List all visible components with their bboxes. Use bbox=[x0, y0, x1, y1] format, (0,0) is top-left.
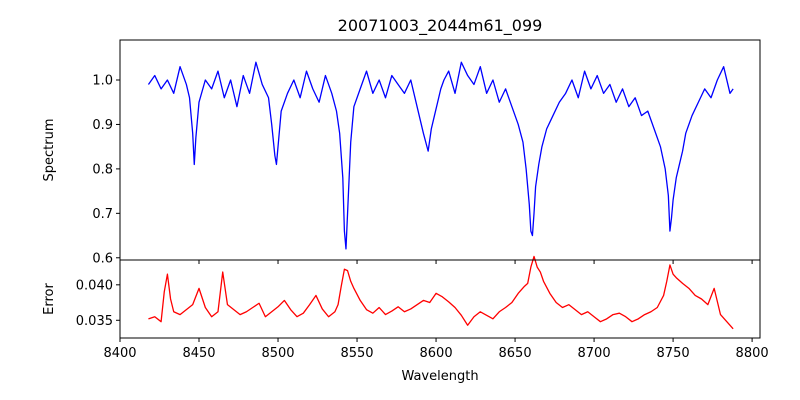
spectrum-series-line bbox=[147, 61, 734, 250]
y-tick-label: 1.0 bbox=[92, 74, 113, 89]
y-tick-label: 0.6 bbox=[92, 251, 113, 266]
chart-title: 20071003_2044m61_099 bbox=[338, 16, 543, 36]
x-tick-label: 8800 bbox=[736, 346, 769, 361]
x-tick-label: 8400 bbox=[103, 346, 136, 361]
error-panel: 0.035 0.040 8400 8450 8500 8550 8600 8650 8700 87… bbox=[42, 255, 769, 384]
y-tick-label: 0.8 bbox=[92, 162, 113, 177]
x-tick-label: 8500 bbox=[261, 346, 294, 361]
x-tick-label: 8700 bbox=[578, 346, 611, 361]
x-tick-label: 8550 bbox=[340, 346, 373, 361]
error-ticks: 0.035 0.040 8400 8450 8500 8550 8600 8650 8700 87… bbox=[76, 278, 769, 361]
spectrum-y-axis-label: Spectrum bbox=[42, 119, 57, 182]
y-tick-label: 0.040 bbox=[76, 278, 113, 293]
y-tick-label: 0.9 bbox=[92, 118, 113, 133]
x-tick-label: 8650 bbox=[499, 346, 532, 361]
x-tick-label: 8750 bbox=[657, 346, 690, 361]
spectrum-panel: 0.6 0.7 0.8 0.9 1.0 Spectrum bbox=[42, 39, 761, 266]
y-tick-label: 0.035 bbox=[76, 314, 113, 329]
error-series-line bbox=[148, 255, 734, 330]
y-tick-label: 0.7 bbox=[92, 207, 113, 222]
x-tick-label: 8450 bbox=[182, 346, 215, 361]
x-tick-label: 8600 bbox=[420, 346, 453, 361]
spectrum-ticks: 0.6 0.7 0.8 0.9 1.0 bbox=[92, 74, 753, 266]
error-y-axis-label: Error bbox=[42, 283, 57, 315]
x-axis-label: Wavelength bbox=[401, 369, 478, 384]
error-axes-frame bbox=[119, 259, 761, 339]
